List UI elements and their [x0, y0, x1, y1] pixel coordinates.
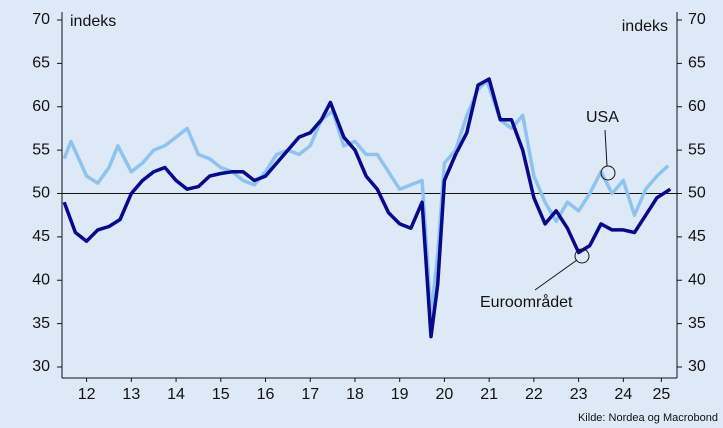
x-tick-label: 15 — [212, 386, 230, 403]
annotation-circle — [574, 248, 590, 264]
y-tick-label: 35 — [32, 315, 50, 332]
x-tick-label: 20 — [436, 386, 454, 403]
x-tick-label: 21 — [480, 386, 498, 403]
annotation-leader — [604, 129, 608, 167]
x-tick-label: 19 — [391, 386, 409, 403]
y-tick-label: 60 — [32, 98, 50, 115]
y2-tick-label: 55 — [688, 141, 706, 158]
x-tick-label: 14 — [167, 386, 185, 403]
y-tick-label: 70 — [32, 11, 50, 28]
annotation: Euroområdet — [480, 293, 573, 311]
y-tick-label: 65 — [32, 55, 50, 72]
x-tick-label: 17 — [301, 386, 319, 403]
x-tick-label: 24 — [614, 386, 632, 403]
annotation: USA — [586, 109, 619, 126]
y-axis-label-right: indeks — [622, 18, 668, 35]
series-line — [62, 77, 672, 339]
y-tick-label: 55 — [32, 141, 50, 158]
y2-tick-label: 45 — [688, 228, 706, 245]
y2-tick-label: 35 — [688, 315, 706, 332]
y-tick-label: 40 — [32, 271, 50, 288]
y-axis-label-left: indeks — [70, 13, 116, 30]
x-tick-label: 16 — [257, 386, 275, 403]
source: Kilde: Nordea og Macrobond — [578, 412, 718, 424]
y2-tick-label: 65 — [688, 55, 706, 72]
y2-tick-label: 30 — [688, 358, 706, 375]
y-tick-label: 45 — [32, 228, 50, 245]
y-tick-label: 50 — [32, 185, 50, 202]
annotation-leader — [534, 259, 578, 291]
y2-tick-label: 70 — [688, 11, 706, 28]
y2-tick-label: 40 — [688, 271, 706, 288]
y2-tick-label: 50 — [688, 185, 706, 202]
x-tick-label: 22 — [525, 386, 543, 403]
x-tick-label: 25 — [652, 386, 670, 403]
x-tick-label: 18 — [346, 386, 364, 403]
x-tick-label: 13 — [122, 386, 140, 403]
y2-tick-label: 60 — [688, 98, 706, 115]
x-tick-label: 12 — [78, 386, 96, 403]
series-line — [62, 78, 670, 317]
annotation-circle — [600, 165, 616, 181]
x-tick-label: 23 — [570, 386, 588, 403]
y-tick-label: 30 — [32, 358, 50, 375]
